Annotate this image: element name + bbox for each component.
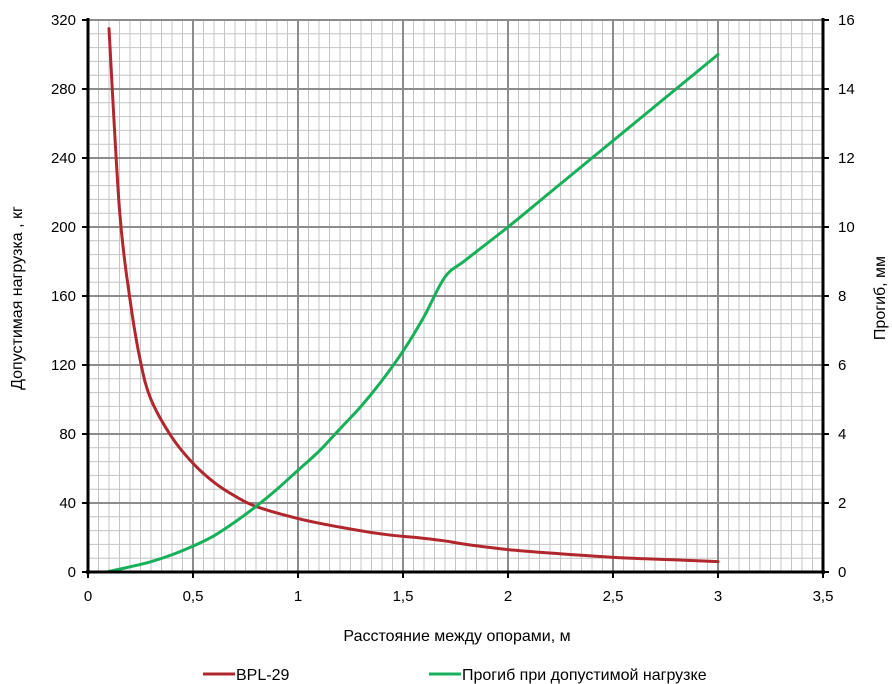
y-left-tick-label: 0 bbox=[68, 564, 76, 581]
legend-label-bpl29: BPL-29 bbox=[236, 667, 289, 684]
x-tick-label: 0 bbox=[84, 588, 92, 605]
x-tick-label: 0,5 bbox=[183, 588, 204, 605]
y-right-tick-label: 4 bbox=[838, 426, 846, 443]
y-right-tick-label: 2 bbox=[838, 495, 846, 512]
series-line-deflection bbox=[107, 53, 720, 573]
x-tick-label: 3,5 bbox=[813, 588, 834, 605]
y-right-tick-label: 0 bbox=[838, 564, 846, 581]
legend-item-deflection: Прогиб при допустимой нагрузке bbox=[429, 667, 707, 684]
legend-label-deflection: Прогиб при допустимой нагрузке bbox=[462, 667, 707, 684]
y-left-tick-label: 200 bbox=[51, 219, 76, 236]
y-right-axis-title: Прогиб, мм bbox=[872, 256, 889, 340]
x-tick-label: 2,5 bbox=[603, 588, 624, 605]
x-tick-label: 3 bbox=[714, 588, 722, 605]
x-tick-label: 1,5 bbox=[393, 588, 414, 605]
y-left-tick-label: 240 bbox=[51, 150, 76, 167]
x-tick-label: 1 bbox=[294, 588, 302, 605]
y-left-tick-label: 40 bbox=[59, 495, 76, 512]
series-layer bbox=[107, 27, 720, 573]
major-grid bbox=[88, 19, 823, 572]
y-right-tick-label: 16 bbox=[838, 12, 855, 29]
y-right-tick-label: 10 bbox=[838, 219, 855, 236]
y-right-tick-label: 8 bbox=[838, 288, 846, 305]
axes-layer bbox=[82, 18, 829, 578]
y-left-tick-label: 160 bbox=[51, 288, 76, 305]
y-right-tick-label: 14 bbox=[838, 81, 855, 98]
y-left-tick-label: 280 bbox=[51, 81, 76, 98]
y-right-tick-label: 6 bbox=[838, 357, 846, 374]
x-tick-label: 2 bbox=[504, 588, 512, 605]
legend: BPL-29 Прогиб при допустимой нагрузке bbox=[203, 667, 707, 684]
y-left-axis-title: Допустимая нагрузка , кг bbox=[9, 206, 26, 390]
legend-item-bpl29: BPL-29 bbox=[203, 667, 289, 684]
y-left-tick-label: 320 bbox=[51, 12, 76, 29]
y-left-tick-label: 120 bbox=[51, 357, 76, 374]
y-right-tick-label: 12 bbox=[838, 150, 855, 167]
series-line-bpl29 bbox=[107, 27, 720, 564]
x-axis-title: Расстояние между опорами, м bbox=[343, 628, 570, 645]
y-left-tick-label: 80 bbox=[59, 426, 76, 443]
tick-labels: 0 0,5 1 1,5 2 2,5 3 3,5040801201602002402803200… bbox=[51, 12, 855, 605]
